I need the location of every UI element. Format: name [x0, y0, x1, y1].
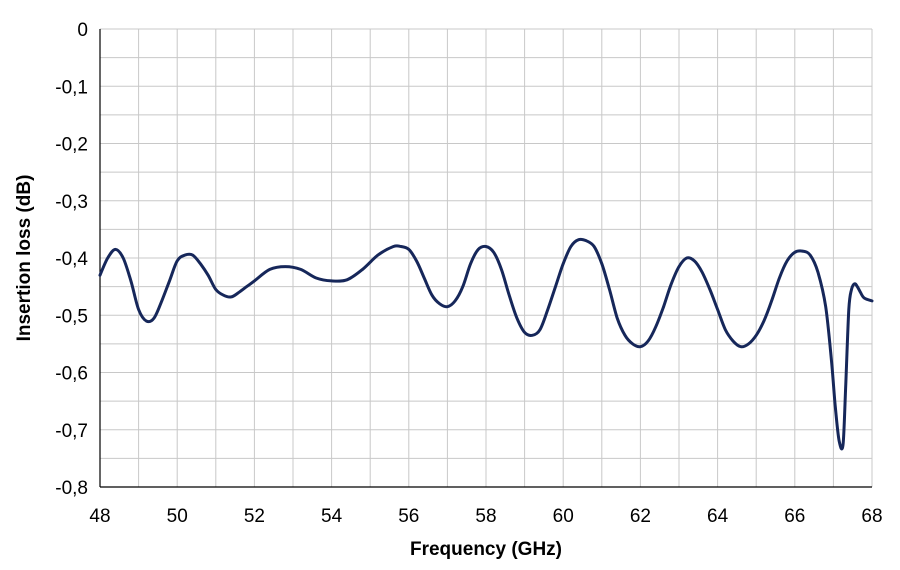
x-tick-label: 50 [167, 506, 188, 527]
x-axis-title: Frequency (GHz) [410, 539, 562, 560]
x-tick-label: 58 [475, 506, 496, 527]
x-tick-labels: 48 50 52 54 56 58 60 62 64 66 68 [89, 506, 882, 527]
series-group [98, 237, 874, 451]
y-tick-label: -0,1 [55, 77, 88, 98]
x-tick-label: 68 [861, 506, 882, 527]
y-tick-label: -0,8 [55, 478, 88, 499]
y-tick-label: -0,2 [55, 135, 88, 156]
y-tick-label: -0,3 [55, 192, 88, 213]
grid [100, 28, 873, 487]
y-tick-label: -0,5 [55, 306, 88, 327]
series-line [98, 237, 874, 451]
x-tick-label: 60 [553, 506, 574, 527]
y-tick-label: 0 [77, 20, 88, 41]
x-tick-label: 48 [89, 506, 110, 527]
y-tick-label: -0,6 [55, 364, 88, 385]
x-tick-label: 64 [707, 506, 729, 527]
axes [99, 29, 872, 488]
x-tick-label: 52 [244, 506, 265, 527]
y-tick-label: -0,4 [55, 249, 88, 270]
y-tick-label: -0,7 [55, 421, 88, 442]
x-tick-label: 62 [630, 506, 651, 527]
y-tick-labels: 0 -0,1 -0,2 -0,3 -0,4 -0,5 -0,6 -0,7 -0,8 [55, 20, 88, 499]
x-tick-label: 54 [321, 506, 343, 527]
x-tick-label: 56 [398, 506, 419, 527]
x-tick-label: 66 [784, 506, 805, 527]
y-axis-title: Insertion loss (dB) [14, 175, 35, 342]
